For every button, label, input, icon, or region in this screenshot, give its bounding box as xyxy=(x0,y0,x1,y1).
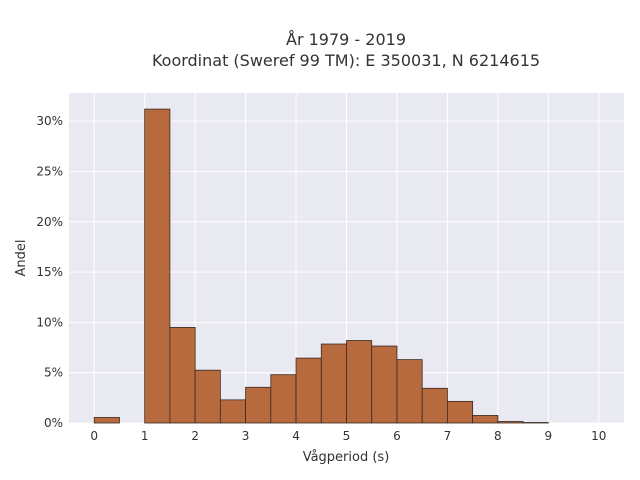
histogram-bar xyxy=(447,400,474,424)
x-tick-label: 8 xyxy=(494,429,502,443)
histogram-bar xyxy=(245,386,272,424)
x-tick-label: 6 xyxy=(393,429,401,443)
y-tick-label: 25% xyxy=(36,164,63,178)
histogram-bar xyxy=(219,399,246,424)
y-axis-ticks: 0% 5% 10% 15% 20% 25% 30% xyxy=(36,114,63,430)
x-tick-label: 10 xyxy=(591,429,606,443)
chart-subtitle: Koordinat (Sweref 99 TM): E 350031, N 62… xyxy=(152,51,540,70)
histogram-bar xyxy=(270,374,297,424)
histogram-bar xyxy=(346,340,373,424)
histogram-bar xyxy=(522,422,549,424)
histogram-bar xyxy=(295,357,322,424)
histogram-bar xyxy=(396,359,423,424)
x-axis-title: Vågperiod (s) xyxy=(303,450,390,465)
y-tick-label: 15% xyxy=(36,265,63,279)
bars xyxy=(93,108,549,424)
y-tick-label: 20% xyxy=(36,215,63,229)
x-tick-label: 0 xyxy=(90,429,98,443)
histogram-bar xyxy=(472,415,499,424)
x-tick-label: 5 xyxy=(343,429,351,443)
x-tick-label: 9 xyxy=(544,429,552,443)
x-tick-label: 3 xyxy=(242,429,250,443)
y-tick-label: 5% xyxy=(44,366,63,380)
x-tick-label: 7 xyxy=(444,429,452,443)
histogram-bar xyxy=(144,108,171,424)
histogram-bar xyxy=(371,345,398,424)
y-axis-title: Andel xyxy=(14,240,29,277)
histogram-bar xyxy=(421,387,448,424)
x-tick-label: 4 xyxy=(292,429,300,443)
histogram-bar xyxy=(320,343,347,424)
x-tick-label: 1 xyxy=(141,429,149,443)
histogram-bar xyxy=(497,421,524,424)
y-tick-label: 30% xyxy=(36,114,63,128)
chart-title: År 1979 - 2019 xyxy=(286,30,406,49)
x-tick-label: 2 xyxy=(191,429,199,443)
histogram-bar xyxy=(169,327,196,424)
histogram-bar xyxy=(93,417,120,424)
y-tick-label: 10% xyxy=(36,315,63,329)
histogram-bar xyxy=(194,369,221,424)
x-axis-ticks: 0 1 2 3 4 5 6 7 8 9 10 xyxy=(90,429,606,443)
y-tick-label: 0% xyxy=(44,416,63,430)
